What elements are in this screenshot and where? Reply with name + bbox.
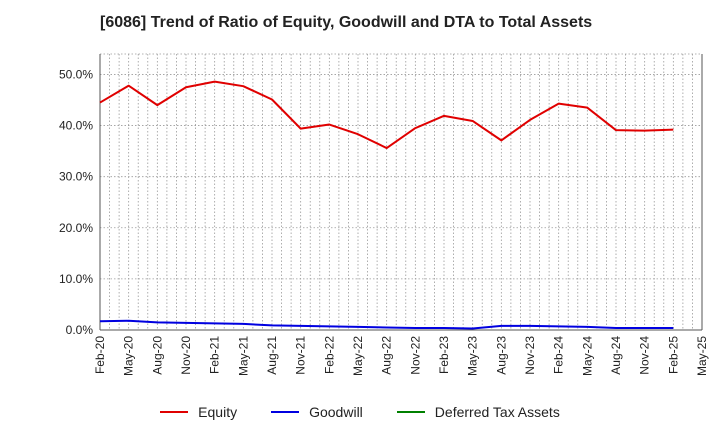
legend-item-equity: Equity [160,404,237,420]
x-tick-label: Nov-24 [638,336,652,375]
x-tick-label: Aug-23 [494,336,508,375]
x-tick-label: Nov-20 [179,336,193,375]
legend-item-dta: Deferred Tax Assets [396,404,560,420]
legend-item-goodwill: Goodwill [271,404,363,420]
x-tick-label: Feb-25 [666,336,680,374]
x-tick-label: May-23 [466,336,480,376]
legend-swatch-equity [160,411,189,413]
x-tick-label: Nov-23 [523,336,537,375]
y-tick-label: 0.0% [66,323,94,337]
y-tick-label: 30.0% [59,170,93,184]
legend-swatch-dta [396,411,425,413]
y-tick-label: 20.0% [59,221,93,235]
x-tick-label: May-20 [122,336,136,376]
legend-label-dta: Deferred Tax Assets [434,404,560,420]
plot-area [100,54,702,330]
x-tick-label: May-25 [695,336,709,376]
y-tick-label: 10.0% [59,272,93,286]
legend: Equity Goodwill Deferred Tax Assets [0,404,720,420]
x-tick-label: May-22 [351,336,365,376]
series-line-equity [99,80,674,150]
x-tick-label: Nov-22 [408,336,422,375]
x-tick-label: May-21 [236,336,250,376]
x-tick-label: Feb-24 [552,336,566,374]
x-tick-label: Aug-24 [609,336,623,375]
x-tick-label: Nov-21 [294,336,308,375]
x-tick-label: May-24 [580,336,594,376]
y-tick-label: 50.0% [59,67,93,81]
x-tick-label: Feb-23 [437,336,451,374]
x-tick-label: Aug-20 [150,336,164,375]
legend-swatch-goodwill [271,411,300,413]
legend-label-goodwill: Goodwill [309,404,363,420]
legend-label-equity: Equity [198,404,238,420]
chart-title: [6086] Trend of Ratio of Equity, Goodwil… [100,14,593,31]
y-tick-label: 40.0% [59,119,93,133]
x-tick-label: Aug-21 [265,336,279,375]
x-tick-label: Feb-21 [208,336,222,374]
series-line-goodwill [99,319,674,330]
x-tick-label: Feb-22 [322,336,336,374]
x-tick-label: Aug-22 [380,336,394,375]
x-tick-label: Feb-20 [93,336,107,374]
line-chart: 0.0% 10.0% 20.0% 30.0% 40.0% 50.0% Feb-20 May-2… [59,53,709,376]
